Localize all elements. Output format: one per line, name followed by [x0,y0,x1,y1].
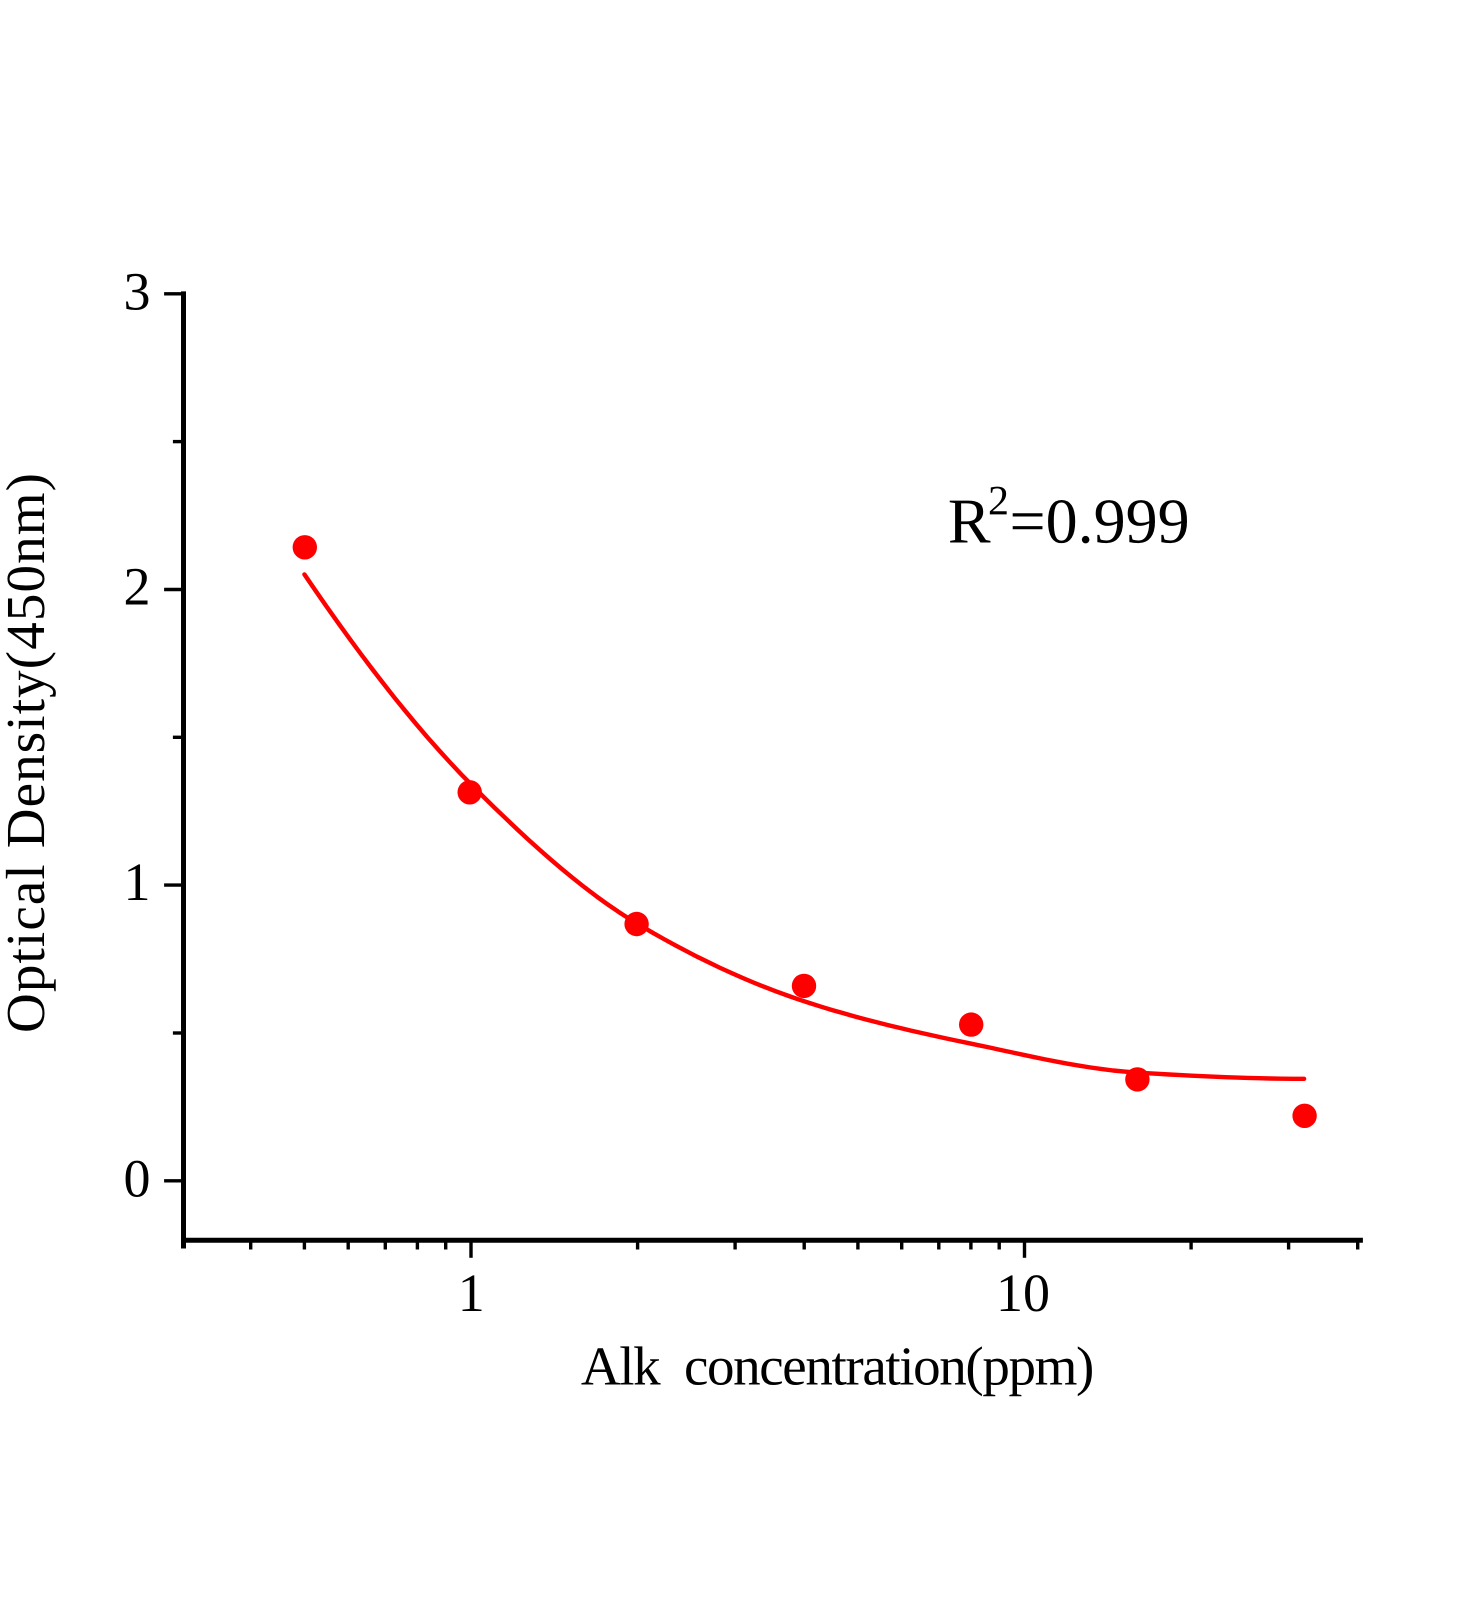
svg-text:2: 2 [124,557,151,617]
svg-text:=0.999: =0.999 [1010,485,1190,556]
svg-text:0: 0 [124,1148,151,1208]
svg-text:1: 1 [124,852,151,912]
svg-text:1: 1 [458,1263,485,1323]
svg-text:Optical Density(450nm): Optical Density(450nm) [0,473,56,1033]
svg-text:3: 3 [124,261,151,321]
svg-text:R: R [948,485,991,556]
svg-text:Alk concentration(ppm): Alk concentration(ppm) [581,1336,1095,1397]
svg-text:10: 10 [996,1263,1050,1323]
